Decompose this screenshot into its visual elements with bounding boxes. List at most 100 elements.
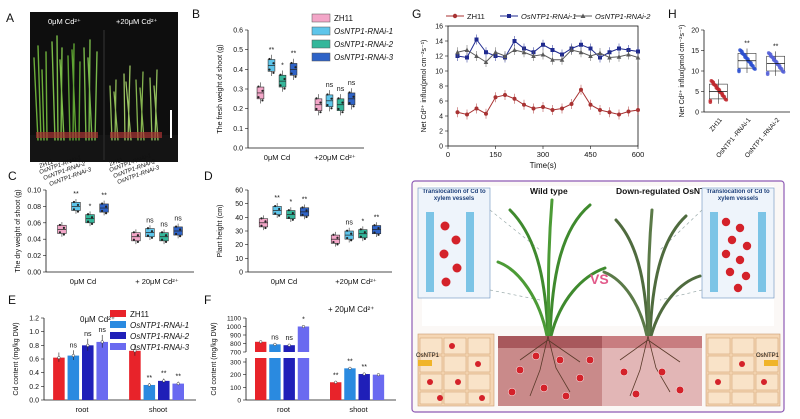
g-series-line <box>457 49 639 63</box>
b-sig: ** <box>291 51 297 58</box>
panel-d-letter: D <box>204 169 213 183</box>
d-ytick-label: 50 <box>235 201 243 208</box>
panel-c-letter: C <box>8 169 17 183</box>
h-sig: ** <box>744 40 750 47</box>
b-point <box>290 61 293 65</box>
e-bar <box>172 383 184 400</box>
b-ytick-label: 0.0 <box>233 146 243 153</box>
b-point <box>268 68 271 71</box>
g-point <box>559 57 565 62</box>
c-point <box>86 213 90 216</box>
d-point <box>301 206 304 209</box>
gene-left-label: OsNTP1 <box>416 353 440 359</box>
d-ytick-label: 0 <box>239 270 243 277</box>
g-point <box>484 50 488 55</box>
b-point <box>315 97 318 100</box>
g-xtick-label: 0 <box>446 150 450 159</box>
b-point <box>283 87 286 90</box>
f-bar-bottom <box>297 358 310 400</box>
g-point <box>626 52 631 57</box>
f-ytick-label: 700 <box>230 350 241 357</box>
g-point <box>617 112 621 117</box>
h-point <box>751 64 755 68</box>
g-point <box>493 49 498 55</box>
d-ytick-label: 10 <box>235 256 243 263</box>
g-ytick-label: 16 <box>435 24 443 31</box>
g-point <box>512 47 517 52</box>
c-sig: * <box>89 203 92 210</box>
f-bar-top <box>283 345 295 352</box>
c-ytick-label: 0.04 <box>27 237 41 244</box>
e-group-label: shoot <box>149 405 168 414</box>
d-point <box>260 224 263 227</box>
c-point <box>72 200 76 204</box>
b-group-label: 0μM Cd <box>264 153 290 162</box>
legend-b-zh11: ZH11 <box>334 14 354 23</box>
d-point <box>359 235 362 238</box>
e-point <box>71 354 75 358</box>
c-point <box>136 234 140 237</box>
scale-bar <box>170 110 172 138</box>
e-bar <box>96 341 108 400</box>
g-xlabel: Time(s) <box>530 161 557 170</box>
wild-type-plant <box>496 198 607 338</box>
d-point <box>332 233 335 236</box>
f-bar-top <box>269 344 281 352</box>
g-point <box>588 53 593 58</box>
a-label-zh11-0: ZH11 <box>39 159 55 170</box>
d-point <box>363 237 366 240</box>
g-point <box>626 109 631 114</box>
h-point <box>768 52 773 57</box>
d-point <box>287 209 290 212</box>
e-bar <box>67 355 80 400</box>
b-sig: * <box>281 63 284 70</box>
panel-g-letter: G <box>412 7 421 21</box>
h-point <box>740 49 744 54</box>
g-point <box>569 102 574 106</box>
e-bar <box>143 384 156 400</box>
c-point <box>160 231 164 234</box>
b-point <box>337 107 340 111</box>
b-ytick-label: 0.6 <box>233 28 243 35</box>
h-point <box>781 70 786 74</box>
chart-b: 0.0 0.1 0.2 0.3 0.4 0.5 0.6 The fresh weight of… <box>217 28 364 162</box>
g-point <box>598 108 602 112</box>
b-point <box>326 103 329 107</box>
d-point <box>291 218 294 221</box>
translocation-left-label: Translocation of Cd to xylem vessels <box>422 189 486 202</box>
b-point <box>290 72 293 75</box>
h-point <box>708 98 713 103</box>
legend-b-rnai3: OsNTP1-RNAi-3 <box>334 53 394 62</box>
f-ytick-label: 100 <box>230 385 241 392</box>
c-point <box>76 203 80 207</box>
e-bar <box>158 380 170 400</box>
c-point <box>62 233 66 236</box>
b-point <box>294 75 297 78</box>
h-point <box>720 91 725 96</box>
e-sig: ** <box>161 371 167 378</box>
h-point <box>771 56 776 61</box>
e-bar <box>129 350 141 400</box>
b-point <box>319 101 322 104</box>
b-point <box>348 101 351 105</box>
d-ylabel: Plant height (cm) <box>217 205 224 258</box>
d-point <box>350 232 353 235</box>
g-point <box>607 110 612 115</box>
e-point <box>57 356 61 360</box>
g-point <box>465 55 469 60</box>
translocation-right-label: Translocation of Cd to xylem vessels <box>706 189 770 202</box>
f-bar <box>372 374 385 400</box>
b-point <box>279 73 282 76</box>
d-point <box>363 231 366 234</box>
d-point <box>373 231 376 234</box>
f-ytick-label: 1100 <box>227 316 241 323</box>
f-ytick-label: 800 <box>230 341 241 348</box>
b-point <box>330 97 333 100</box>
g-point <box>531 106 536 111</box>
f-point <box>273 342 277 346</box>
d-sig: ** <box>302 196 308 203</box>
c-group-label: 0μM Cd <box>70 277 96 286</box>
chart-c: 0.00 0.02 0.04 0.06 0.08 0.10 The dry weight o… <box>15 188 194 286</box>
d-point <box>260 217 263 220</box>
f-bar-bottom <box>283 358 295 400</box>
